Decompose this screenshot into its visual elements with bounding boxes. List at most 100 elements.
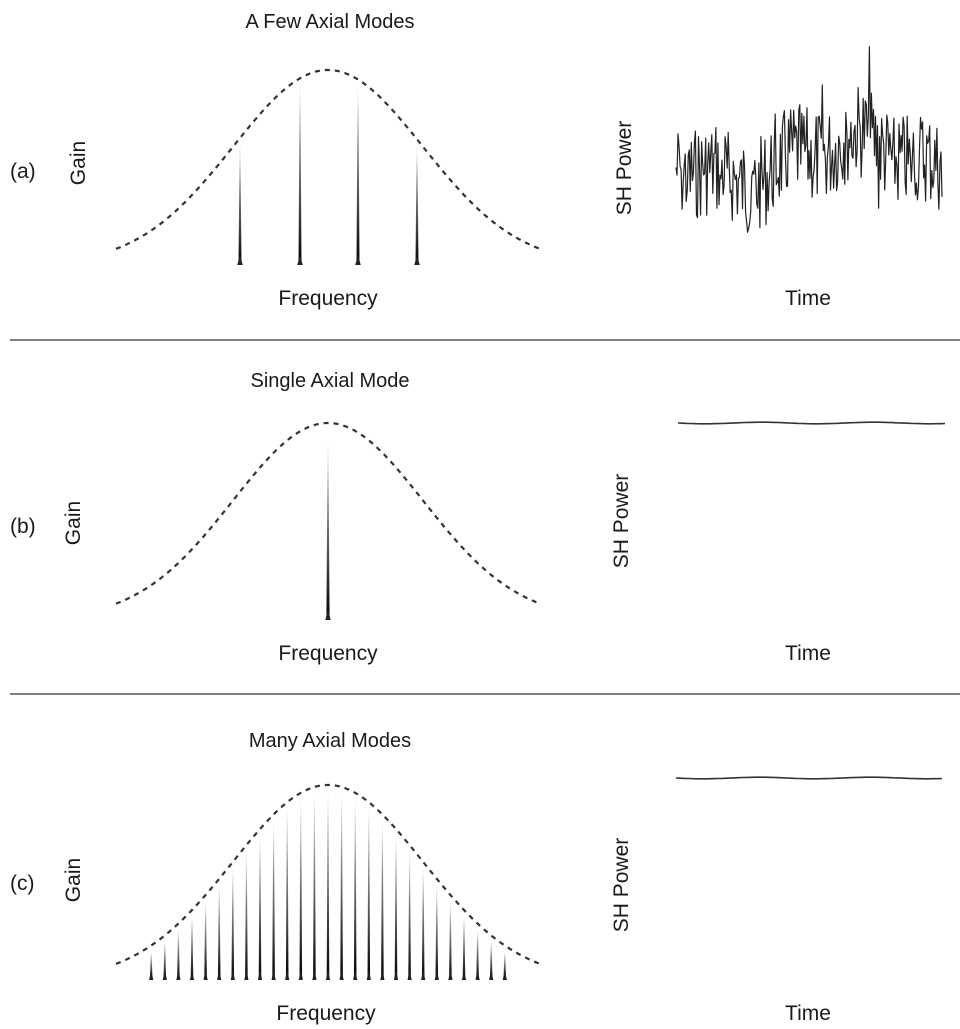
axial-mode-line <box>353 970 358 980</box>
axial-mode-line <box>449 900 452 980</box>
axial-mode-line <box>414 255 420 265</box>
gain-curve <box>115 68 541 250</box>
axial-mode-line <box>162 970 167 980</box>
axial-mode-line <box>380 970 385 980</box>
axial-mode-line <box>298 970 303 980</box>
axial-mode-line <box>462 916 466 980</box>
axial-mode-line <box>461 970 467 980</box>
axial-mode-line <box>217 884 221 980</box>
axial-mode-line <box>237 255 243 265</box>
axial-mode-line <box>257 970 263 980</box>
axial-mode-line <box>189 970 195 980</box>
panel-c-time-axis-label: Time <box>785 1002 831 1025</box>
panel-c-frequency-axis-label: Frequency <box>276 1002 376 1025</box>
axial-mode-line <box>325 610 331 620</box>
axial-mode-line <box>258 835 262 980</box>
axial-mode-line <box>326 791 330 980</box>
panel-a-power-trace <box>675 46 943 233</box>
axial-mode-line <box>245 851 248 980</box>
panel-c-gain-axis-label: Gain <box>62 858 85 902</box>
panel-b-label: (b) <box>10 515 36 538</box>
panel-c: Many Axial Modes (c) Gain Frequency SH P… <box>10 730 943 1025</box>
gain-curve <box>115 783 541 965</box>
panel-c-title: Many Axial Modes <box>249 730 411 752</box>
axial-mode-line <box>421 970 426 980</box>
panel-b-mode-lines <box>325 443 331 620</box>
panel-c-power-trace <box>675 776 943 780</box>
axial-mode-line <box>312 970 317 980</box>
axial-mode-line <box>271 970 276 980</box>
panel-b-time-axis-label: Time <box>785 642 831 665</box>
axial-mode-line <box>448 970 453 980</box>
axial-mode-line <box>408 851 411 980</box>
axial-mode-line <box>298 84 302 265</box>
axial-mode-line <box>393 970 399 980</box>
axial-mode-line <box>203 970 208 980</box>
axial-mode-line <box>475 970 480 980</box>
panel-c-label: (c) <box>10 872 35 895</box>
power-trace <box>677 421 946 425</box>
panel-b-power-axis-label: SH Power <box>610 474 633 569</box>
axial-mode-line <box>313 792 316 980</box>
panel-b-gain-curve <box>115 421 541 605</box>
axial-mode-line <box>394 835 398 980</box>
axial-mode-line <box>244 970 249 980</box>
axial-mode-line <box>297 255 303 265</box>
axial-mode-line <box>415 145 419 265</box>
axial-mode-line <box>503 951 507 980</box>
panel-a-title: A Few Axial Modes <box>246 11 415 33</box>
axial-mode-line <box>353 798 357 980</box>
panel-a-label: (a) <box>10 160 36 183</box>
power-trace <box>675 46 943 233</box>
panel-c-gain-curve <box>115 783 541 965</box>
axial-mode-line <box>421 867 425 980</box>
axial-mode-line <box>163 941 167 980</box>
panel-b: Single Axial Mode (b) Gain Frequency SH … <box>10 370 946 665</box>
axial-mode-line <box>230 970 235 980</box>
panel-b-frequency-axis-label: Frequency <box>278 642 378 665</box>
axial-mode-line <box>367 808 371 980</box>
axial-mode-line <box>217 970 222 980</box>
axial-mode-line <box>325 970 331 980</box>
axial-mode-line <box>407 970 412 980</box>
axial-mode-line <box>339 970 344 980</box>
panel-a-gain-curve <box>115 68 541 250</box>
axial-mode-line <box>190 916 194 980</box>
axial-mode-line <box>355 255 361 265</box>
panel-a-power-axis-label: SH Power <box>613 121 636 216</box>
panel-a-time-axis-label: Time <box>785 287 831 310</box>
axial-mode-line <box>231 867 235 980</box>
panel-a: A Few Axial Modes (a) Gain Frequency SH … <box>10 11 943 310</box>
axial-mode-line <box>149 951 153 980</box>
axial-mode-line <box>149 970 154 980</box>
panel-a-frequency-axis-label: Frequency <box>278 287 378 310</box>
axial-mode-line <box>299 798 303 980</box>
axial-mode-line <box>285 970 290 980</box>
panel-b-gain-axis-label: Gain <box>62 501 85 545</box>
axial-mode-line <box>502 970 507 980</box>
axial-mode-line <box>204 900 207 980</box>
panel-c-power-axis-label: SH Power <box>610 838 633 933</box>
axial-mode-line <box>489 970 494 980</box>
axial-mode-line <box>489 941 493 980</box>
axial-mode-line <box>356 85 360 266</box>
axial-mode-line <box>366 970 371 980</box>
axial-mode-line <box>381 820 384 980</box>
panel-b-title: Single Axial Mode <box>251 370 410 392</box>
axial-mode-line <box>476 929 479 980</box>
axial-mode-line <box>176 970 181 980</box>
axial-mode-line <box>238 144 242 265</box>
axial-mode-line <box>435 884 439 980</box>
panel-c-mode-lines <box>149 791 507 980</box>
axial-mode-line <box>285 808 289 980</box>
axial-mode-line <box>272 820 275 980</box>
panel-b-power-trace <box>677 421 946 425</box>
axial-mode-line <box>340 792 343 980</box>
axial-mode-line <box>434 970 439 980</box>
power-trace <box>675 776 943 780</box>
axial-mode-line <box>177 929 180 980</box>
gain-curve <box>115 421 541 605</box>
axial-mode-line <box>326 443 330 620</box>
panel-a-mode-lines <box>237 84 420 266</box>
